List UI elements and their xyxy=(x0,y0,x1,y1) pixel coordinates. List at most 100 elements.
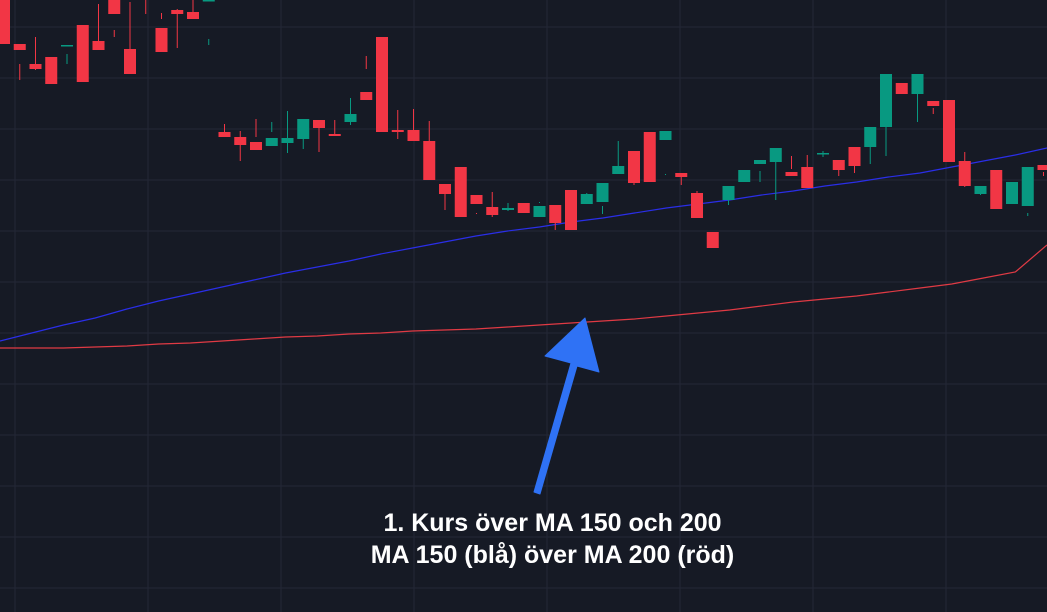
candle xyxy=(817,151,829,157)
candle xyxy=(29,37,42,70)
candle-body xyxy=(927,101,940,106)
candle-body xyxy=(439,184,451,194)
candle xyxy=(769,148,782,200)
candle-body xyxy=(407,130,420,141)
candle xyxy=(565,190,577,230)
candle-body xyxy=(313,120,325,128)
candle xyxy=(502,203,514,211)
candle-body xyxy=(297,119,310,139)
candle-body xyxy=(250,142,262,150)
ma150-line xyxy=(0,147,1047,342)
candle xyxy=(0,0,10,44)
candle-body xyxy=(832,160,845,170)
candle xyxy=(832,160,845,176)
candle-body xyxy=(1021,167,1034,206)
candle xyxy=(13,44,26,80)
candle-body xyxy=(580,194,593,204)
candle xyxy=(943,100,955,162)
candle xyxy=(880,74,892,156)
candle-body xyxy=(785,172,798,176)
candle xyxy=(423,121,436,180)
candle xyxy=(628,151,640,185)
candle xyxy=(328,120,341,136)
candle-body xyxy=(754,160,766,164)
candle-body xyxy=(92,41,105,50)
annotation-line-2: MA 150 (blå) över MA 200 (röd) xyxy=(370,541,735,569)
candle xyxy=(187,0,199,19)
candle xyxy=(313,120,325,152)
candle xyxy=(360,56,373,100)
candle-body xyxy=(675,173,688,177)
candle xyxy=(202,0,215,45)
candle xyxy=(785,156,798,176)
candle-body xyxy=(691,193,703,218)
annotation-arrow xyxy=(533,317,600,495)
arrow-icon xyxy=(533,317,600,495)
candle xyxy=(92,4,105,50)
candle-body xyxy=(281,138,294,143)
candle-body xyxy=(880,74,892,127)
candle-body xyxy=(391,130,404,132)
candle-body xyxy=(1037,165,1047,170)
candle-body xyxy=(328,134,341,136)
candle-body xyxy=(817,153,829,155)
candle-body xyxy=(517,203,530,213)
candle xyxy=(344,98,357,125)
candle-body xyxy=(344,114,357,122)
candle-body xyxy=(864,127,877,147)
candle-body xyxy=(738,170,751,182)
candle-body xyxy=(76,25,89,82)
candle xyxy=(171,9,184,48)
candle-body xyxy=(612,166,625,174)
candle xyxy=(250,119,262,150)
candle-body xyxy=(360,92,373,100)
candle xyxy=(675,173,688,185)
candle-body xyxy=(533,206,546,217)
candle xyxy=(958,152,971,187)
candle xyxy=(533,202,546,217)
candle-body xyxy=(911,74,924,94)
candle-body xyxy=(943,100,955,162)
candle-body xyxy=(171,10,184,14)
candle xyxy=(722,186,735,205)
candles xyxy=(0,0,1047,248)
candle-body xyxy=(234,137,247,145)
candle-body xyxy=(628,151,640,183)
candle xyxy=(376,37,388,132)
candle xyxy=(265,122,278,146)
candle xyxy=(486,192,499,217)
candle xyxy=(612,141,625,174)
candle-body xyxy=(659,131,672,140)
candle xyxy=(659,131,672,175)
candle-body xyxy=(706,232,719,248)
candle-body xyxy=(549,205,562,223)
candle xyxy=(801,155,814,188)
candle-body xyxy=(958,161,971,186)
candle-body xyxy=(643,132,656,182)
candle xyxy=(234,131,247,161)
candle-body xyxy=(974,186,987,194)
candle-body xyxy=(124,49,136,74)
candle-body xyxy=(108,0,121,14)
candle xyxy=(281,111,294,153)
candle xyxy=(754,160,766,182)
candle xyxy=(691,191,703,218)
candle xyxy=(391,110,404,139)
candle xyxy=(1006,182,1018,204)
candle xyxy=(1037,165,1047,176)
candle xyxy=(990,170,1003,209)
candle xyxy=(439,184,451,210)
candle-body xyxy=(1006,182,1018,204)
candle xyxy=(864,127,877,164)
candle xyxy=(517,203,530,213)
candle xyxy=(218,124,231,137)
candle-body xyxy=(454,167,467,217)
candle xyxy=(596,183,609,214)
candle-body xyxy=(502,208,514,210)
candle-body xyxy=(218,132,231,137)
candle xyxy=(911,74,924,122)
moving-averages xyxy=(0,147,1047,349)
